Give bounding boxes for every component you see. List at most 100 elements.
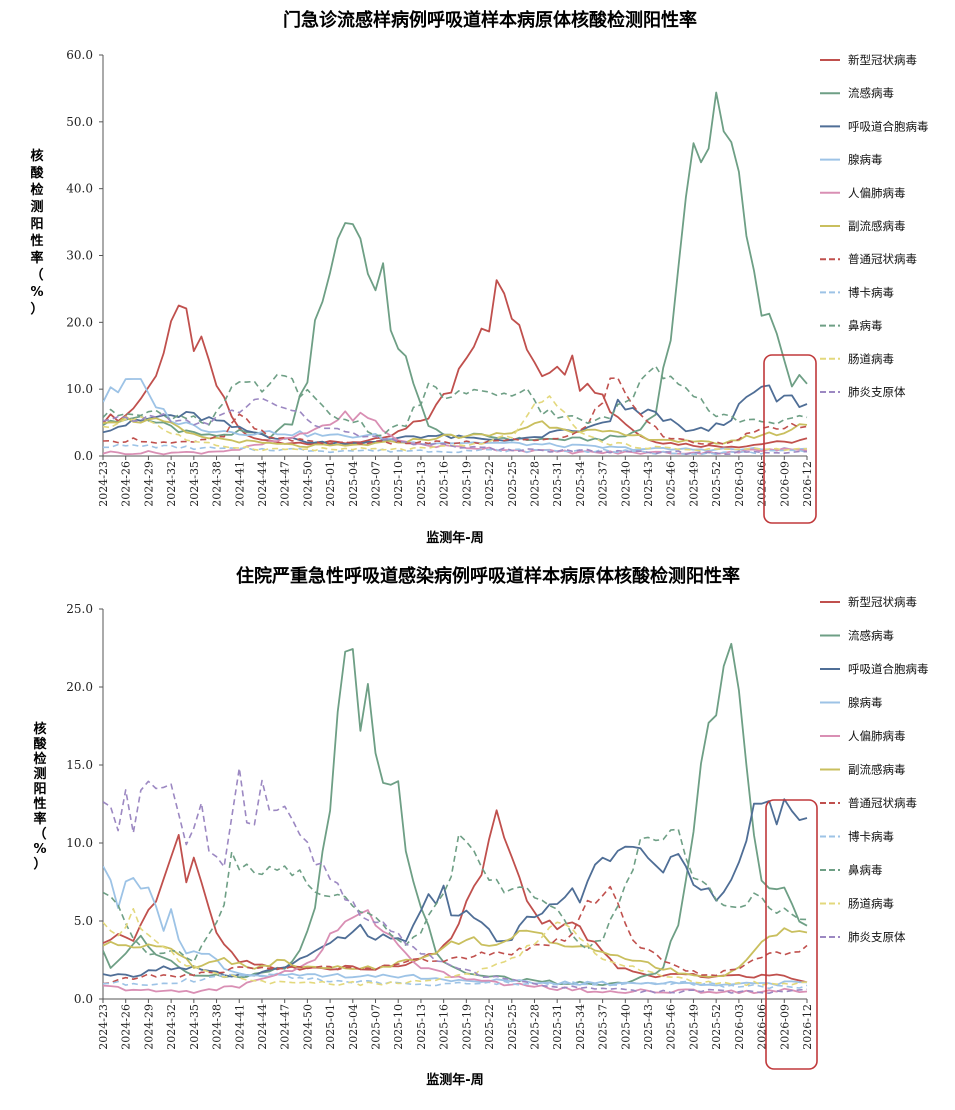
- legend-label: 新型冠状病毒: [848, 595, 917, 609]
- series-line-11: [103, 397, 808, 456]
- x-tick-label: 2025-28: [528, 461, 541, 507]
- legend-label: 博卡病毒: [848, 830, 894, 844]
- legend-label: 副流感病毒: [848, 763, 906, 777]
- y-axis-label-char: 阳: [30, 217, 43, 232]
- x-tick-label: 2025-37: [597, 461, 610, 507]
- x-tick-label: 2024-44: [256, 461, 269, 507]
- y-axis-label-char: 性: [33, 796, 46, 812]
- series-line-3: [103, 798, 808, 978]
- y-axis-label-char: 核: [30, 148, 43, 164]
- x-tick-label: 2025-19: [460, 461, 473, 507]
- legend-label: 普通冠状病毒: [848, 252, 917, 266]
- x-tick-label: 2025-25: [506, 1004, 519, 1050]
- y-tick-label: 10.0: [66, 382, 93, 396]
- highlight-box: [765, 799, 818, 1070]
- y-tick-label: 50.0: [66, 115, 93, 129]
- y-axis-label-char: 率: [30, 250, 43, 266]
- y-tick-label: 10.0: [66, 836, 93, 850]
- chart-2: 住院严重急性呼吸道感染病例呼吸道样本病原体核酸检测阳性率 0.0 5.0 10.0 15…: [33, 565, 929, 1088]
- x-tick-label: 2025-25: [506, 461, 519, 507]
- x-tick-label: 2024-38: [211, 461, 224, 507]
- x-tick-label: 2024-32: [165, 461, 178, 507]
- x-tick-label: 2024-50: [301, 461, 314, 507]
- y-axis-label-char: 性: [30, 233, 43, 249]
- x-tick-label: 2024-38: [211, 1004, 224, 1050]
- x-tick-label: 2025-49: [687, 1004, 700, 1050]
- legend-label: 人偏肺病毒: [848, 729, 906, 743]
- legend-label: 鼻病毒: [848, 863, 883, 877]
- series-line-10: [103, 907, 808, 987]
- y-tick-label: 20.0: [66, 315, 93, 329]
- y-axis-label-char: 测: [33, 766, 46, 782]
- x-tick-label: 2025-13: [415, 461, 428, 507]
- legend-label: 人偏肺病毒: [848, 186, 906, 200]
- y-tick-label: 15.0: [66, 758, 93, 772]
- y-axis-label-char: 酸: [30, 165, 44, 181]
- x-tick-label: 2025-16: [438, 1004, 451, 1050]
- x-tick-label: 2025-22: [483, 1004, 496, 1050]
- x-tick-label: 2024-35: [188, 461, 201, 507]
- legend-label: 肺炎支原体: [848, 930, 906, 944]
- x-tick-label: 2026-09: [778, 461, 791, 507]
- y-tick-label: 25.0: [66, 602, 93, 616]
- x-tick-label: 2026-06: [756, 461, 769, 507]
- x-tick-label: 2026-12: [801, 461, 814, 507]
- y-tick-label: 30.0: [66, 249, 93, 263]
- y-axis-label-char: ）: [30, 301, 43, 317]
- legend: 新型冠状病毒流感病毒呼吸道合胞病毒腺病毒人偏肺病毒副流感病毒普通冠状病毒博卡病毒…: [820, 595, 929, 944]
- x-tick-label: 2025-49: [687, 461, 700, 507]
- x-tick-label: 2025-34: [574, 461, 587, 507]
- series-line-8: [103, 443, 808, 456]
- y-axis-label: 核酸检测阳性率（%）: [30, 148, 44, 317]
- y-tick-label: 60.0: [66, 48, 93, 62]
- chart-1: 门急诊流感样病例呼吸道样本病原体核酸检测阳性率 0.0 10.0 20.0 30.0 40…: [30, 9, 929, 546]
- x-axis-label: 监测年-周: [426, 530, 483, 546]
- x-tick-label: 2024-47: [279, 1004, 292, 1050]
- y-axis-label-char: 酸: [33, 736, 47, 752]
- y-tick-label: 20.0: [66, 680, 93, 694]
- x-tick-label: 2025-52: [710, 461, 723, 507]
- x-tick-label: 2025-28: [528, 1004, 541, 1050]
- legend-label: 普通冠状病毒: [848, 796, 917, 810]
- y-axis-label-char: ）: [33, 856, 46, 872]
- series-line-2: [103, 642, 808, 986]
- y-axis-label-char: 阳: [33, 782, 46, 797]
- legend-label: 流感病毒: [848, 629, 894, 643]
- legend-label: 博卡病毒: [848, 285, 894, 299]
- series-line-6: [103, 927, 808, 978]
- x-tick-label: 2024-47: [279, 461, 292, 507]
- y-axis-label-char: %: [30, 285, 43, 300]
- y-axis-label-char: （: [30, 267, 43, 283]
- x-tick-label: 2025-22: [483, 461, 496, 507]
- x-tick-label: 2025-31: [551, 461, 564, 507]
- x-tick-label: 2025-34: [574, 1004, 587, 1050]
- legend-label: 副流感病毒: [848, 219, 906, 233]
- x-tick-label: 2025-46: [665, 1004, 678, 1050]
- x-tick-label: 2024-44: [256, 1004, 269, 1050]
- y-axis-label-char: 测: [30, 199, 43, 215]
- x-tick-label: 2025-37: [597, 1004, 610, 1050]
- x-tick-label: 2024-50: [301, 1004, 314, 1050]
- x-tick-label: 2026-03: [733, 1004, 746, 1050]
- y-axis-label-char: 检: [30, 182, 43, 198]
- x-tick-label: 2024-41: [233, 461, 246, 507]
- x-tick-label: 2025-01: [324, 461, 337, 507]
- series-line-9: [103, 365, 808, 437]
- x-tick-label: 2025-43: [642, 461, 655, 507]
- series-line-4: [103, 378, 808, 452]
- legend: 新型冠状病毒流感病毒呼吸道合胞病毒腺病毒人偏肺病毒副流感病毒普通冠状病毒博卡病毒…: [820, 53, 929, 399]
- x-tick-label: 2025-52: [710, 1004, 723, 1050]
- y-axis-label-char: （: [33, 826, 46, 842]
- series-line-4: [103, 865, 808, 987]
- y-axis-label-char: 率: [33, 811, 46, 827]
- legend-label: 腺病毒: [848, 153, 883, 167]
- legend-label: 流感病毒: [848, 86, 894, 100]
- chart-title: 住院严重急性呼吸道感染病例呼吸道样本病原体核酸检测阳性率: [236, 565, 740, 587]
- x-tick-label: 2024-26: [120, 461, 133, 507]
- chart-title: 门急诊流感样病例呼吸道样本病原体核酸检测阳性率: [283, 9, 697, 31]
- x-tick-label: 2025-46: [665, 461, 678, 507]
- y-tick-label: 0.0: [74, 449, 93, 463]
- y-tick-label: 0.0: [74, 992, 93, 1006]
- legend-label: 鼻病毒: [848, 319, 883, 333]
